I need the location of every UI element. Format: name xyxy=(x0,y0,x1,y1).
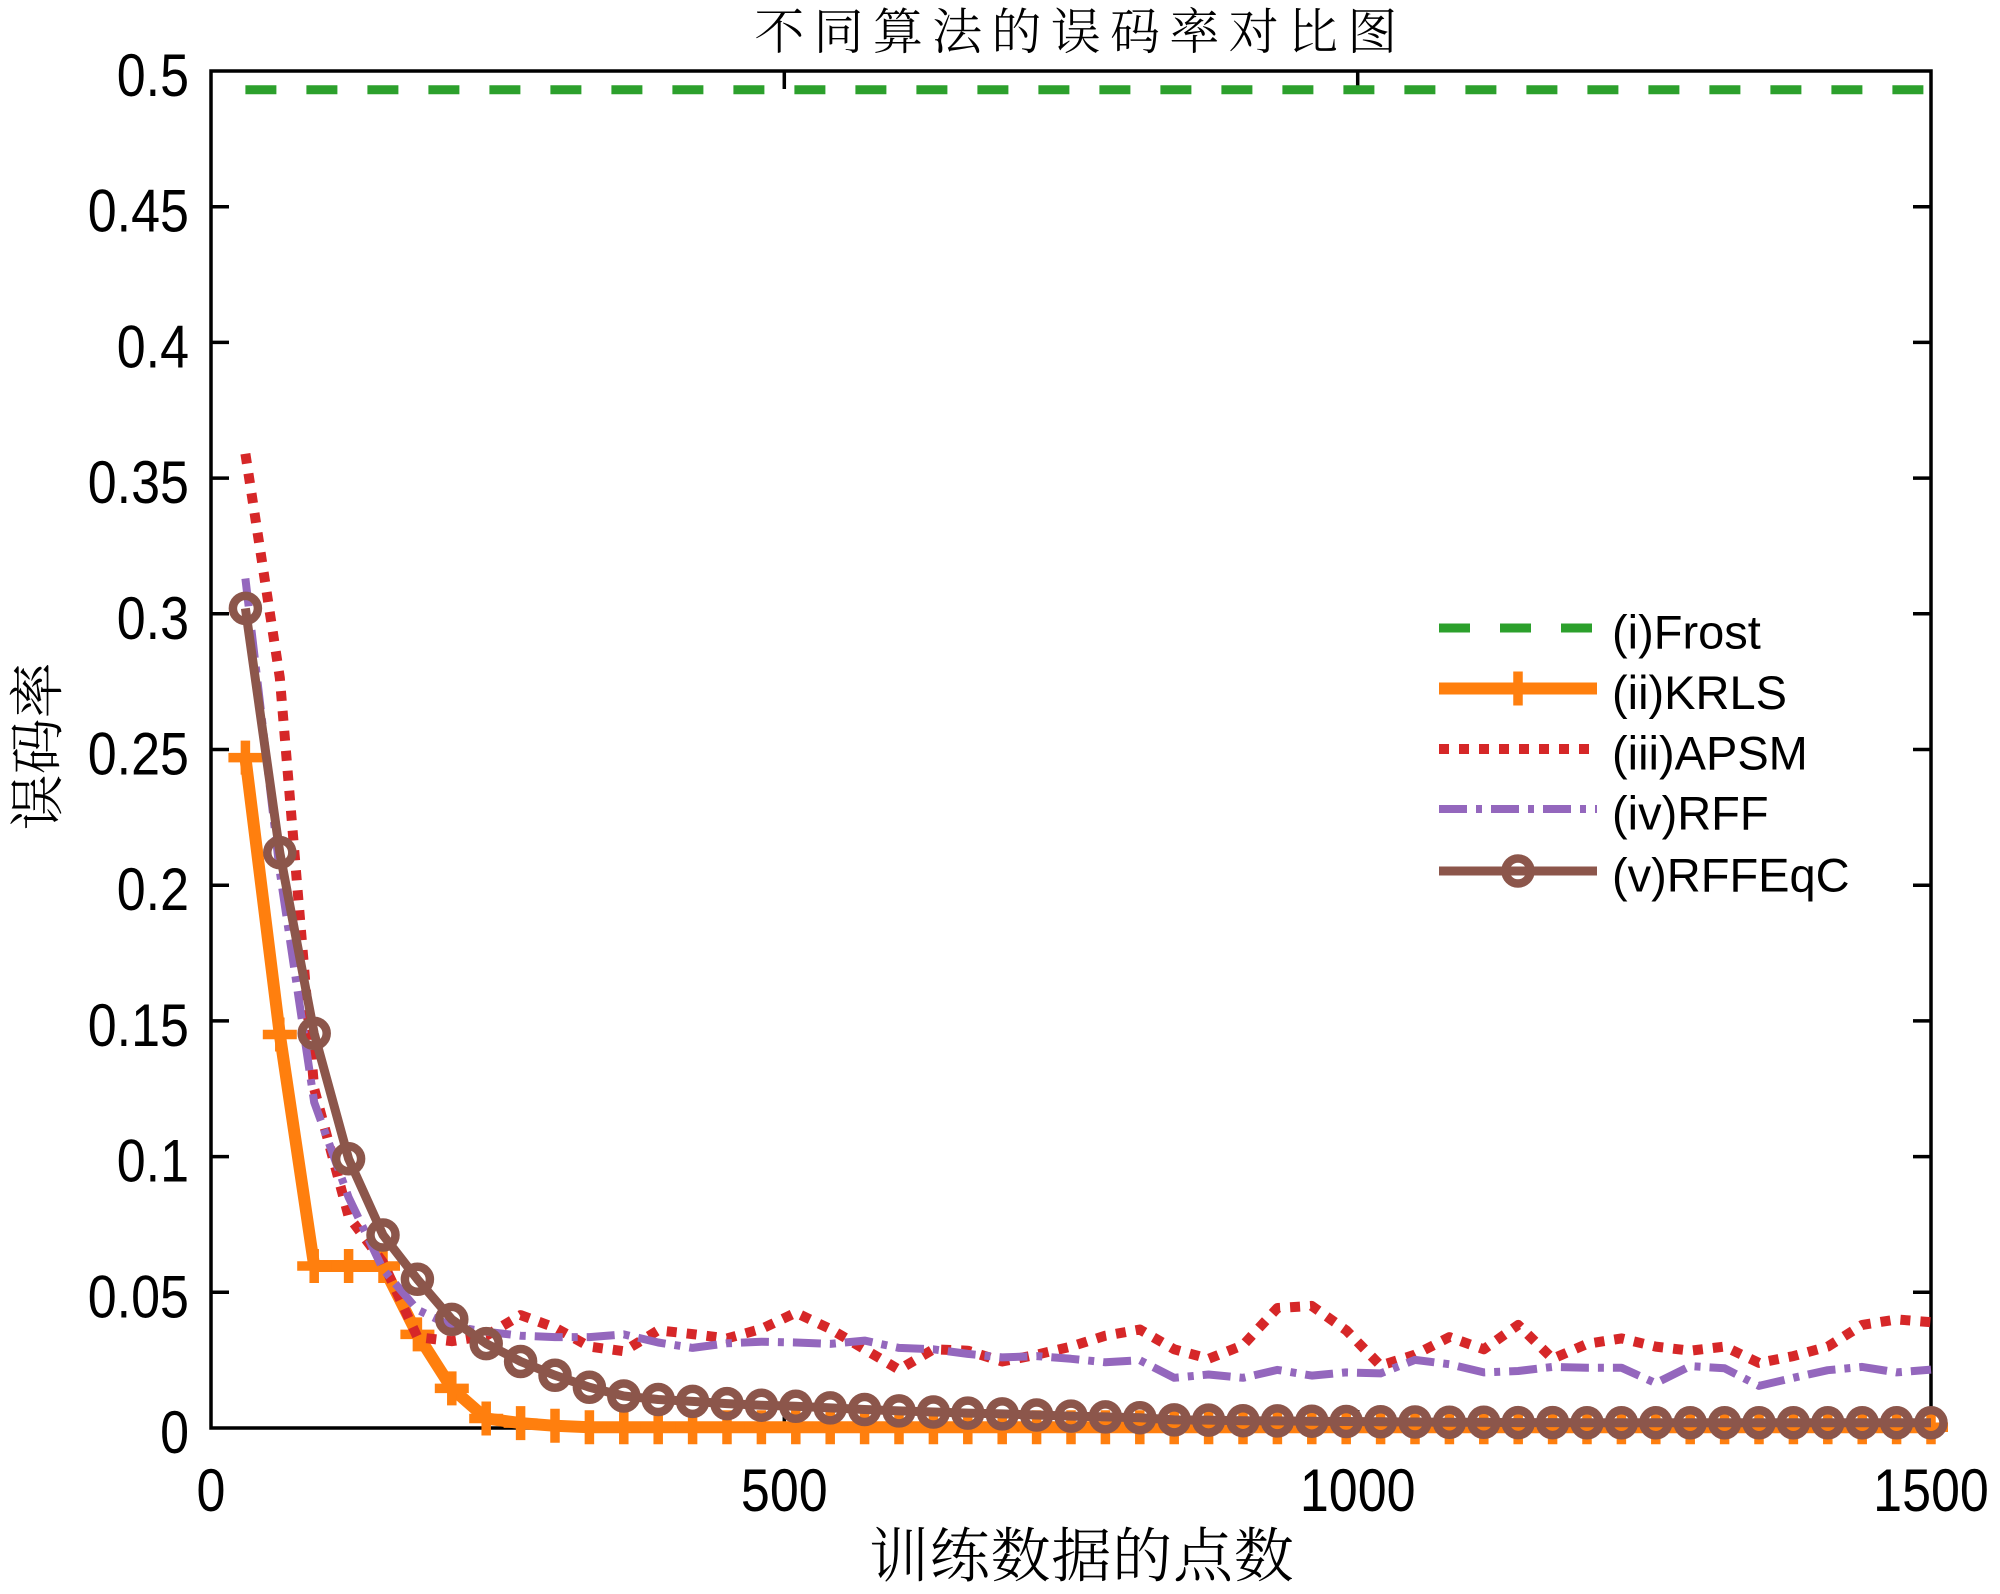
svg-text:0.4: 0.4 xyxy=(117,313,189,380)
svg-text:0.35: 0.35 xyxy=(88,449,189,516)
svg-text:0.05: 0.05 xyxy=(88,1263,189,1330)
svg-text:(iii)APSM: (iii)APSM xyxy=(1612,727,1808,780)
svg-text:0.25: 0.25 xyxy=(88,720,189,787)
svg-text:500: 500 xyxy=(741,1457,828,1524)
svg-text:0: 0 xyxy=(197,1457,226,1524)
svg-text:0: 0 xyxy=(160,1399,189,1466)
svg-text:1500: 1500 xyxy=(1873,1457,1989,1524)
svg-text:0.45: 0.45 xyxy=(88,177,189,244)
svg-text:(ii)KRLS: (ii)KRLS xyxy=(1612,666,1787,719)
svg-text:0.2: 0.2 xyxy=(117,856,189,923)
svg-text:0.5: 0.5 xyxy=(117,42,189,109)
svg-text:1000: 1000 xyxy=(1300,1457,1416,1524)
svg-text:(i)Frost: (i)Frost xyxy=(1612,606,1761,659)
svg-text:0.3: 0.3 xyxy=(117,584,189,651)
svg-text:0.1: 0.1 xyxy=(117,1127,189,1194)
svg-text:0.15: 0.15 xyxy=(88,991,189,1058)
svg-text:(v)RFFEqC: (v)RFFEqC xyxy=(1612,849,1850,902)
svg-text:(iv)RFF: (iv)RFF xyxy=(1612,787,1769,840)
